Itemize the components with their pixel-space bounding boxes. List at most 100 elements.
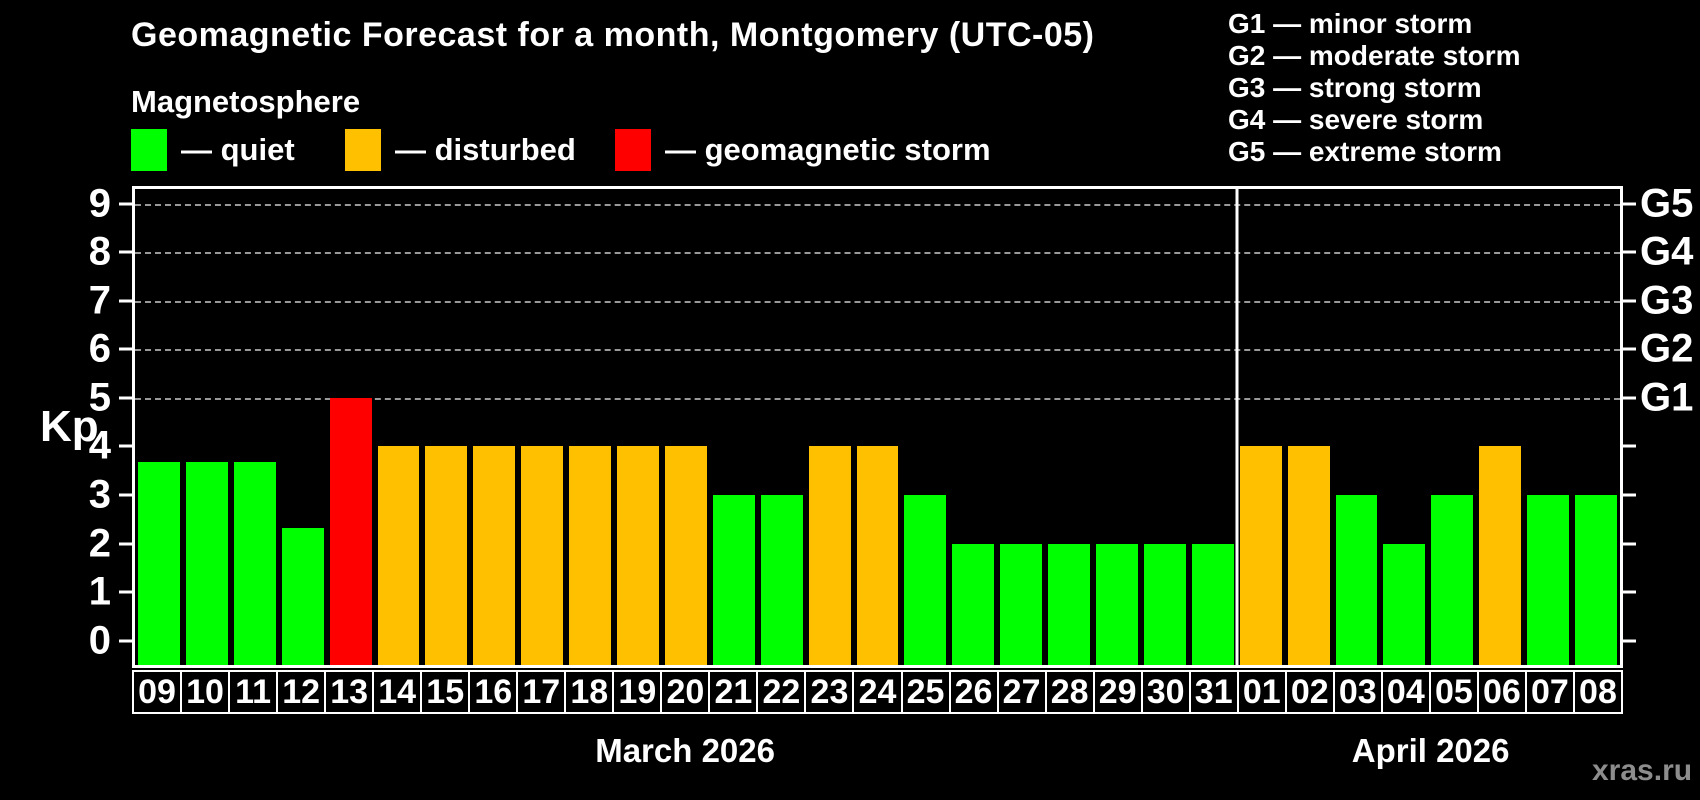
bar-day-01: [1237, 446, 1285, 665]
legend-item-label: — quiet: [181, 132, 295, 167]
day-label-25: 25: [900, 670, 951, 714]
day-label-23: 23: [804, 670, 855, 714]
legend-item-storm: — geomagnetic storm: [615, 128, 991, 172]
y-tick-right-2: [1623, 542, 1636, 546]
y-tick-label-0: 0: [88, 618, 111, 663]
bar-fill-quiet: [1431, 495, 1474, 665]
y-tick-label-8: 8: [88, 229, 111, 274]
bar-day-03: [1333, 495, 1381, 665]
bar-fill-quiet: [1096, 543, 1138, 665]
bar-fill-disturbed: [425, 446, 468, 665]
day-label-20: 20: [660, 670, 711, 714]
bar-fill-disturbed: [1239, 446, 1282, 665]
y-axis-title: Kp: [40, 402, 99, 451]
day-label-24: 24: [852, 670, 903, 714]
legend-item-label: — geomagnetic storm: [665, 132, 991, 167]
day-label-22: 22: [756, 670, 807, 714]
bar-fill-quiet: [760, 495, 803, 665]
g-level-label-g2: G2: [1640, 326, 1694, 371]
y-tick-left-4: [119, 444, 132, 448]
legend-item-label: — disturbed: [395, 132, 576, 167]
bar-fill-disturbed: [617, 446, 659, 665]
y-tick-left-5: [119, 396, 132, 400]
y-tick-left-8: [119, 250, 132, 254]
y-tick-left-3: [119, 493, 132, 497]
month-divider: [1235, 189, 1239, 665]
bar-fill-quiet: [1575, 495, 1617, 665]
g-scale-legend: G1 — minor storm G2 — moderate storm G3 — …: [1228, 8, 1521, 168]
bar-fill-quiet: [1527, 495, 1570, 665]
bar-day-21: [710, 495, 758, 665]
y-tick-left-2: [119, 542, 132, 546]
y-tick-right-5: [1623, 396, 1636, 400]
bar-fill-quiet: [1191, 543, 1234, 665]
day-label-15: 15: [420, 670, 471, 714]
day-label-13: 13: [324, 670, 375, 714]
bar-fill-quiet: [138, 462, 180, 665]
day-label-18: 18: [564, 670, 615, 714]
bar-day-25: [901, 495, 949, 665]
day-label-08: 08: [1572, 670, 1623, 714]
y-tick-left-1: [119, 590, 132, 594]
legend-item-disturbed: — disturbed: [345, 128, 576, 172]
gridline-kp-8: [135, 252, 1620, 255]
g-scale-legend-item-2: G2 — moderate storm: [1228, 40, 1521, 71]
g-scale-legend-item-1: G1 — minor storm: [1228, 8, 1473, 39]
bar-day-31: [1189, 543, 1237, 665]
bar-day-13: [327, 397, 375, 665]
bar-day-22: [758, 495, 806, 665]
day-label-27: 27: [996, 670, 1047, 714]
bar-day-02: [1285, 446, 1333, 665]
day-label-03: 03: [1332, 670, 1383, 714]
day-label-28: 28: [1044, 670, 1095, 714]
bar-fill-quiet: [712, 495, 755, 665]
g-level-label-g5: G5: [1640, 181, 1694, 226]
bar-fill-disturbed: [569, 446, 612, 665]
day-label-10: 10: [180, 670, 231, 714]
bar-day-16: [470, 446, 518, 665]
day-label-21: 21: [708, 670, 759, 714]
day-label-26: 26: [948, 670, 999, 714]
y-tick-label-1: 1: [88, 569, 111, 614]
bar-day-14: [375, 446, 423, 665]
bar-day-17: [518, 446, 566, 665]
y-tick-right-8: [1623, 250, 1636, 254]
bar-fill-disturbed: [473, 446, 516, 665]
day-label-09: 09: [132, 670, 183, 714]
g-level-label-g1: G1: [1640, 375, 1694, 420]
y-tick-left-6: [119, 347, 132, 351]
bar-day-27: [997, 543, 1045, 665]
day-label-31: 31: [1188, 670, 1239, 714]
bar-fill-quiet: [281, 527, 324, 665]
bar-fill-disturbed: [1479, 446, 1522, 665]
day-label-29: 29: [1092, 670, 1143, 714]
bar-fill-disturbed: [664, 446, 707, 665]
y-tick-left-7: [119, 299, 132, 303]
bar-fill-quiet: [1000, 543, 1043, 665]
y-tick-label-6: 6: [88, 326, 111, 371]
bar-day-10: [183, 462, 231, 665]
g-level-label-g3: G3: [1640, 278, 1694, 323]
bar-fill-disturbed: [377, 446, 420, 665]
y-tick-right-1: [1623, 590, 1636, 594]
y-tick-left-0: [119, 639, 132, 643]
legend-item-quiet: — quiet: [131, 128, 295, 172]
quiet-swatch: [131, 129, 167, 171]
bar-fill-quiet: [1048, 543, 1091, 665]
plot-area: 0 1 2 3 4 5 G1 6 G2 7 G3 8 G4 9 G5: [89, 181, 1693, 668]
y-tick-label-7: 7: [88, 278, 111, 323]
bar-fill-quiet: [904, 495, 947, 665]
bar-day-28: [1045, 543, 1093, 665]
chart-title: Geomagnetic Forecast for a month, Montgo…: [131, 16, 1095, 54]
day-label-11: 11: [228, 670, 279, 714]
bar-day-30: [1141, 543, 1189, 665]
bar-day-08: [1572, 495, 1620, 665]
bar-day-18: [566, 446, 614, 665]
disturbed-swatch: [345, 129, 381, 171]
day-label-14: 14: [372, 670, 423, 714]
y-tick-right-7: [1623, 299, 1636, 303]
gridline-kp-5: [135, 397, 1620, 400]
day-label-16: 16: [468, 670, 519, 714]
bar-fill-quiet: [233, 462, 276, 665]
